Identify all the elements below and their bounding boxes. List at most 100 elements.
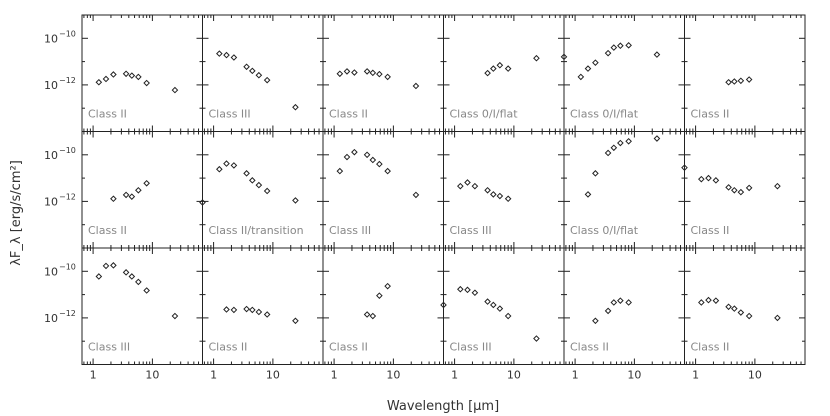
y-tick-label: 10 bbox=[44, 32, 58, 45]
data-point bbox=[384, 73, 391, 81]
data-point bbox=[490, 301, 497, 309]
data-point bbox=[464, 286, 471, 294]
data-point bbox=[617, 297, 624, 304]
data-point bbox=[731, 186, 738, 194]
ticks-layer bbox=[82, 14, 806, 365]
data-point bbox=[731, 305, 738, 312]
data-point bbox=[584, 65, 592, 72]
panel-class-label: Class II bbox=[88, 224, 127, 237]
x-tick-label: 10 bbox=[627, 369, 641, 382]
points-layer bbox=[95, 42, 781, 342]
x-tick-label: 10 bbox=[145, 369, 159, 382]
panel-class-label: Class II bbox=[209, 341, 248, 354]
x-tick-label: 1 bbox=[210, 369, 217, 382]
data-point bbox=[292, 103, 299, 111]
data-point bbox=[440, 301, 447, 309]
x-tick-label: 1 bbox=[572, 369, 579, 382]
data-point bbox=[604, 49, 612, 57]
data-point bbox=[255, 308, 263, 316]
data-point bbox=[110, 262, 117, 269]
panel-class-label: Class III bbox=[450, 341, 492, 354]
data-point bbox=[243, 63, 250, 71]
y-tick-exponent: −12 bbox=[59, 76, 76, 85]
data-point bbox=[737, 77, 745, 85]
data-point bbox=[263, 311, 271, 318]
panel-class-label: Class II bbox=[88, 108, 127, 121]
data-point bbox=[255, 71, 263, 79]
data-point bbox=[705, 174, 712, 182]
data-point bbox=[584, 191, 592, 198]
data-point bbox=[216, 50, 223, 57]
data-point bbox=[604, 149, 612, 157]
data-point bbox=[230, 162, 238, 169]
data-point bbox=[171, 312, 179, 320]
data-point bbox=[484, 186, 491, 194]
data-point bbox=[745, 184, 753, 192]
data-point bbox=[745, 76, 753, 83]
data-point bbox=[336, 70, 344, 78]
data-point bbox=[143, 79, 150, 87]
data-point bbox=[122, 191, 130, 199]
data-point bbox=[223, 160, 230, 167]
data-point bbox=[128, 273, 136, 280]
data-point bbox=[135, 73, 142, 81]
panel-class-label: Class II bbox=[570, 341, 609, 354]
data-point bbox=[369, 312, 377, 320]
data-point bbox=[725, 184, 732, 191]
x-tick-label: 10 bbox=[266, 369, 280, 382]
data-point bbox=[143, 179, 150, 187]
panel-class-label: Class III bbox=[209, 108, 251, 121]
data-point bbox=[249, 177, 256, 184]
y-tick-exponent: −10 bbox=[59, 29, 76, 38]
data-point bbox=[592, 317, 599, 325]
panel-class-label: Class II bbox=[691, 108, 730, 121]
y-tick-label: 10 bbox=[44, 195, 58, 208]
y-tick-exponent: −10 bbox=[59, 146, 76, 155]
data-point bbox=[223, 306, 230, 313]
data-point bbox=[102, 262, 110, 270]
data-point bbox=[128, 72, 136, 79]
data-point bbox=[604, 307, 612, 315]
data-point bbox=[249, 67, 256, 75]
x-tick-label: 10 bbox=[748, 369, 762, 382]
data-point bbox=[363, 151, 371, 159]
data-point bbox=[464, 179, 471, 186]
data-point bbox=[560, 53, 568, 61]
data-point bbox=[653, 135, 661, 142]
data-point bbox=[95, 78, 103, 86]
data-point bbox=[336, 167, 344, 175]
data-point bbox=[625, 42, 632, 49]
data-point bbox=[496, 61, 504, 69]
data-point bbox=[592, 59, 599, 66]
data-point bbox=[496, 192, 504, 200]
panel-class-label: Class III bbox=[88, 341, 130, 354]
data-point bbox=[292, 317, 299, 325]
data-point bbox=[343, 153, 351, 161]
data-point bbox=[610, 44, 618, 51]
data-point bbox=[376, 292, 383, 299]
data-point bbox=[484, 298, 491, 305]
data-point bbox=[255, 181, 263, 189]
y-tick-exponent: −12 bbox=[59, 192, 76, 201]
data-point bbox=[745, 312, 753, 320]
data-point bbox=[533, 335, 540, 342]
data-point bbox=[471, 289, 479, 297]
data-point bbox=[490, 65, 497, 72]
data-point bbox=[369, 69, 377, 77]
data-point bbox=[610, 144, 618, 152]
panel-class-label: Class II bbox=[691, 341, 730, 354]
panel-class-label: Class II/transition bbox=[209, 224, 304, 237]
data-point bbox=[376, 70, 383, 78]
data-point bbox=[457, 285, 464, 293]
x-axis-title: Wavelength [μm] bbox=[387, 399, 499, 414]
panel-class-label: Class III bbox=[450, 224, 492, 237]
data-point bbox=[243, 305, 250, 313]
data-point bbox=[681, 164, 688, 171]
labels-layer: Class II Class III Class II Class 0/I/flat C… bbox=[88, 108, 729, 354]
data-point bbox=[384, 282, 391, 290]
data-point bbox=[698, 299, 705, 306]
data-point bbox=[533, 54, 540, 62]
data-point bbox=[102, 75, 110, 83]
y-tick-exponent: −10 bbox=[59, 262, 76, 271]
